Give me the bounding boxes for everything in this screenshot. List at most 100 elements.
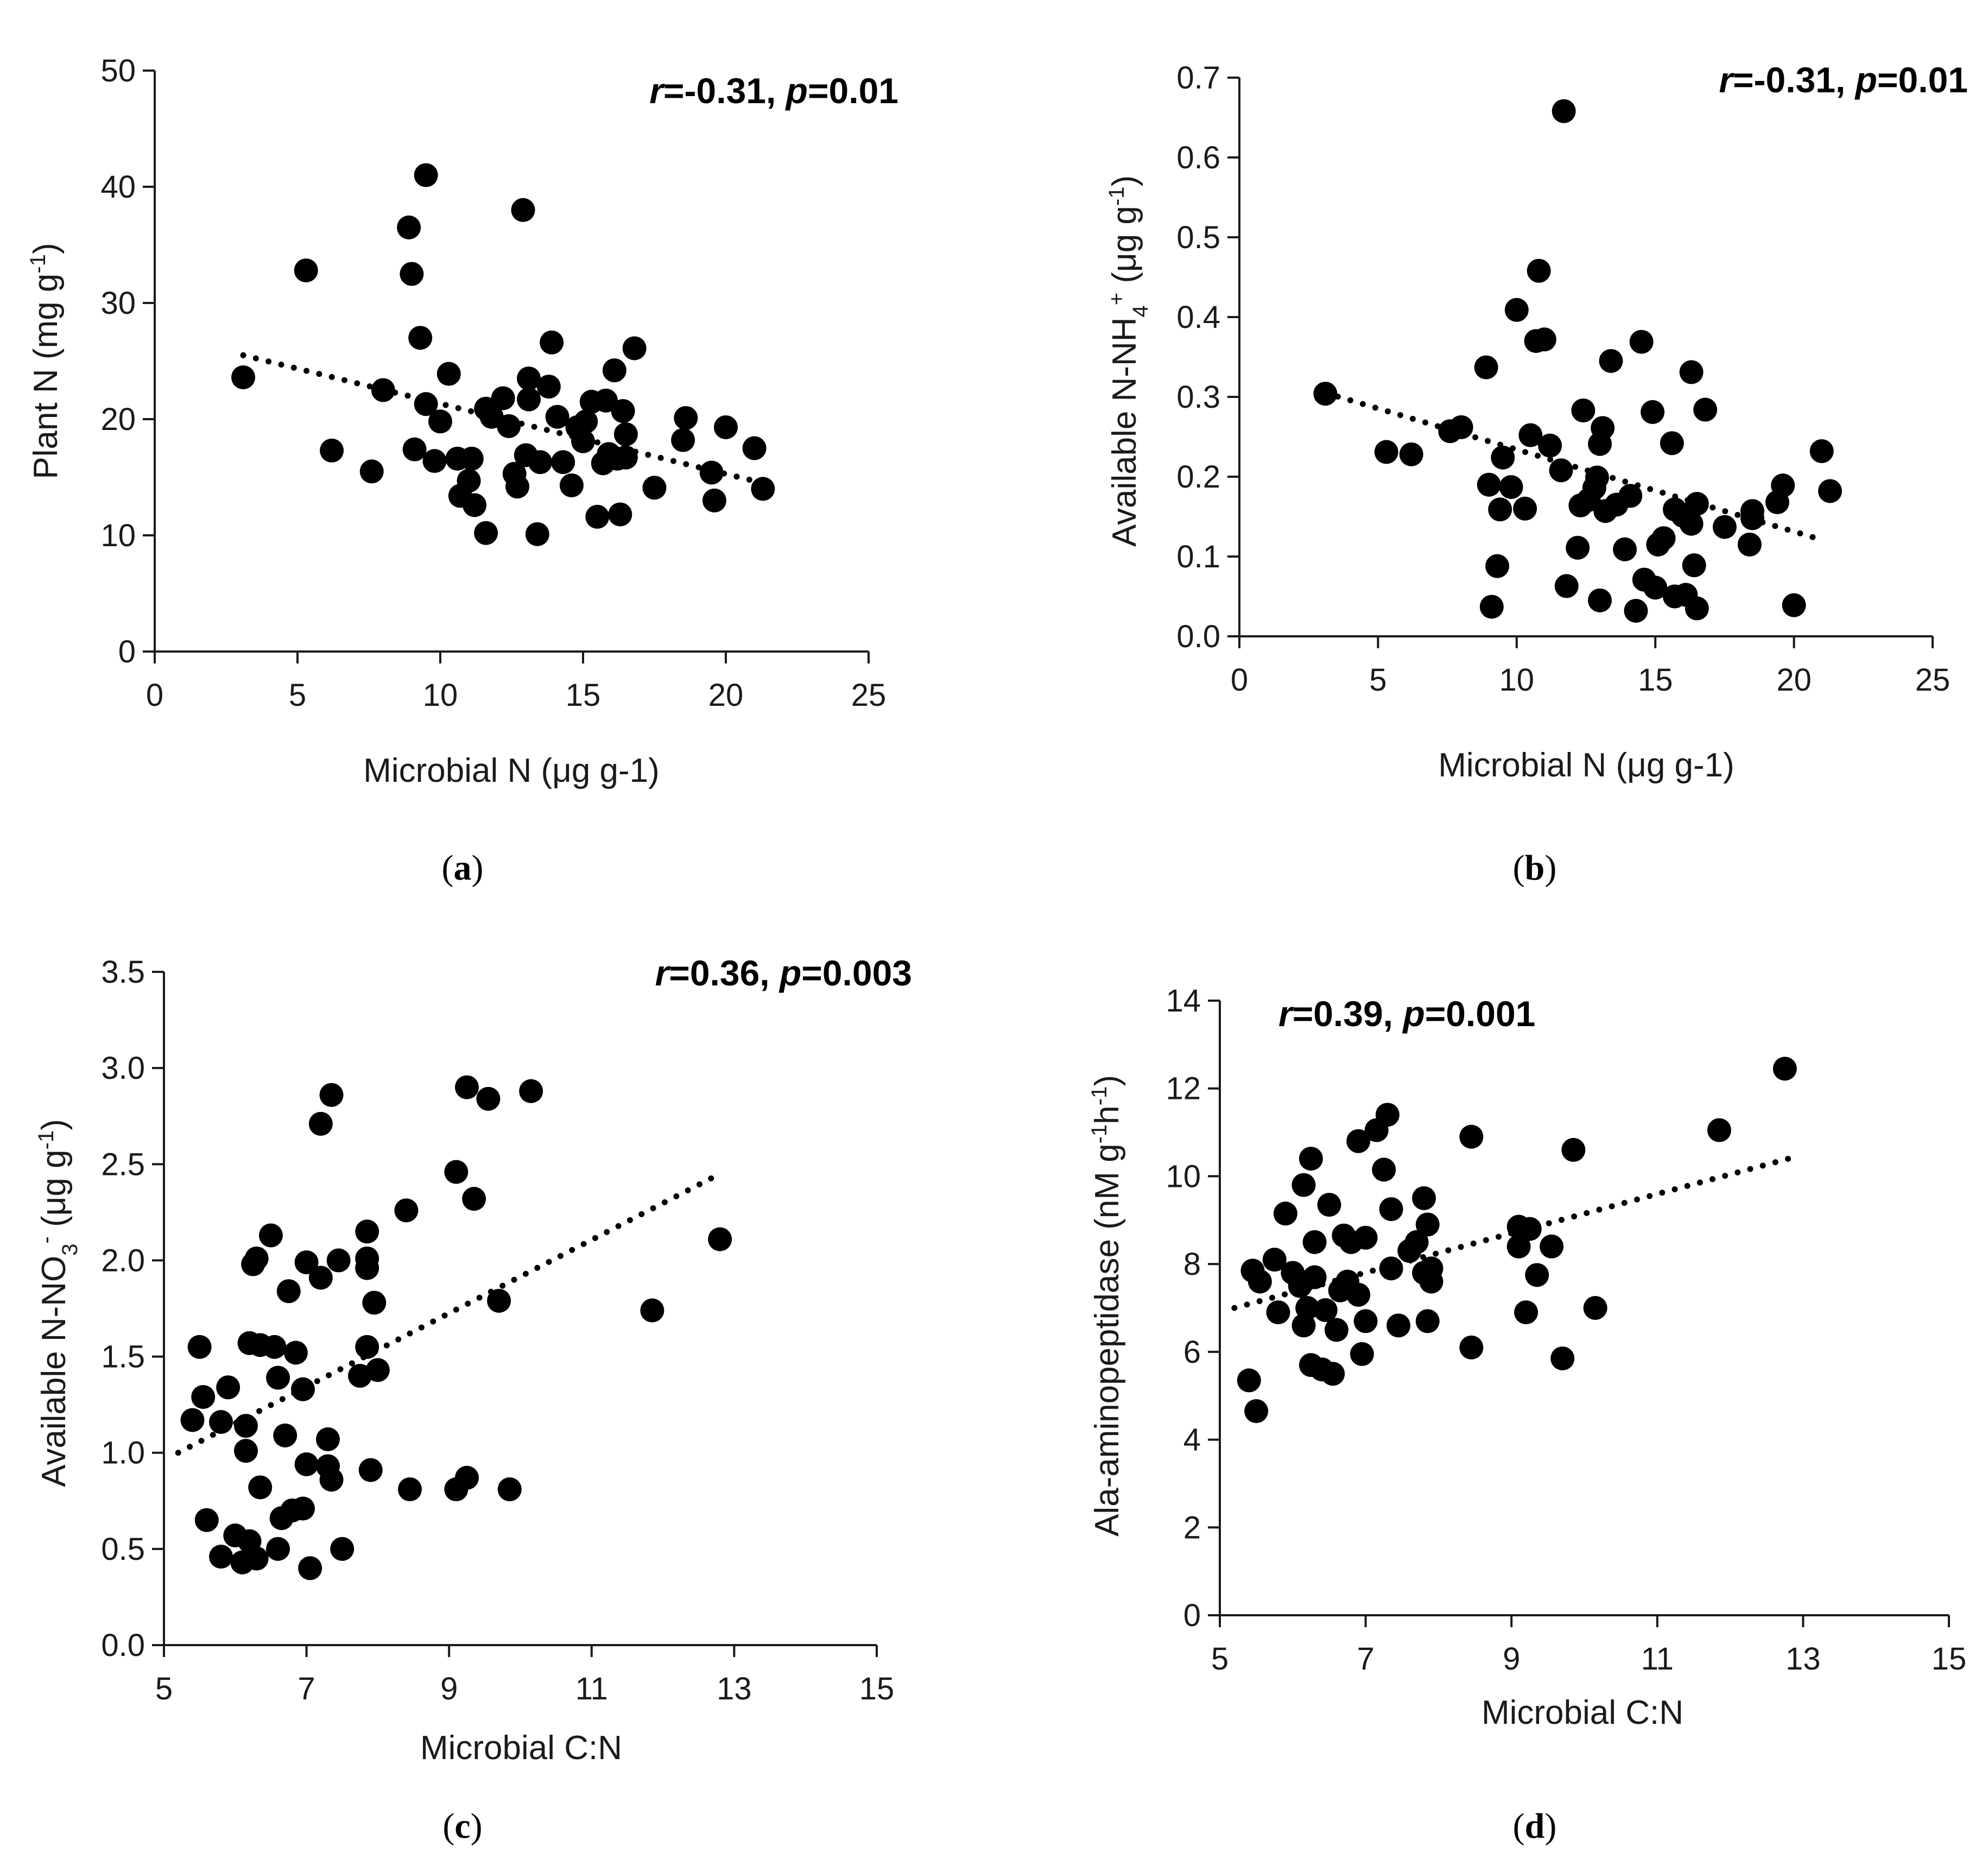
data-point — [319, 1468, 344, 1492]
data-point — [1712, 515, 1737, 539]
data-point — [613, 445, 638, 470]
data-point — [751, 477, 775, 501]
data-point — [1273, 1202, 1297, 1226]
data-point — [497, 1477, 522, 1502]
y-tick-label: 0.5 — [101, 1532, 145, 1567]
caption: (c) — [442, 1806, 482, 1846]
data-point — [273, 1423, 297, 1447]
y-tick-label: 10 — [100, 518, 136, 553]
data-point — [455, 1075, 479, 1099]
y-tick-label: 40 — [100, 169, 136, 205]
data-point — [231, 365, 256, 389]
data-point — [1404, 1230, 1429, 1254]
y-tick-label: 14 — [1166, 983, 1201, 1019]
data-point — [428, 409, 452, 434]
y-tick-label: 8 — [1183, 1247, 1201, 1282]
data-point — [574, 409, 598, 434]
data-point — [1540, 1234, 1564, 1259]
data-point — [294, 1250, 319, 1274]
y-tick-label: 3.0 — [101, 1051, 145, 1086]
data-point — [1350, 1342, 1374, 1366]
data-point — [1525, 1263, 1549, 1287]
data-point — [1599, 349, 1623, 373]
data-point — [191, 1384, 216, 1409]
data-point — [671, 428, 695, 452]
data-point — [536, 375, 561, 399]
data-point — [397, 215, 421, 239]
data-point — [400, 262, 424, 286]
x-tick-label: 15 — [859, 1671, 895, 1706]
data-point — [1379, 1197, 1403, 1222]
data-point — [540, 330, 564, 355]
data-point — [1693, 397, 1718, 422]
data-point — [209, 1545, 233, 1569]
data-point — [1317, 1192, 1341, 1217]
stat-label: r=0.36, p=0.003 — [655, 953, 912, 993]
data-point — [258, 1223, 283, 1248]
data-point — [1506, 1234, 1531, 1259]
y-tick-label: 20 — [100, 402, 136, 437]
caption: (d) — [1513, 1806, 1557, 1846]
panel-c: 0.0 0.5 1.0 1.5 2.0 2.5 3.0 3.5 5 7 9 11 13 15 r=0.3… — [34, 953, 912, 1846]
y-tick-label: 0.4 — [1176, 300, 1220, 335]
data-point — [1313, 1298, 1338, 1323]
x-tick-label: 7 — [1357, 1641, 1374, 1677]
data-point — [1477, 472, 1501, 497]
data-point — [1491, 445, 1515, 470]
data-point — [330, 1537, 354, 1561]
data-point — [1386, 1313, 1411, 1338]
data-point — [1459, 1335, 1484, 1360]
x-axis-title: Microbial N (μg g-1) — [363, 752, 660, 789]
data-point — [742, 436, 767, 460]
data-point — [1549, 458, 1573, 483]
data-point — [291, 1496, 315, 1521]
x-tick-label: 15 — [1638, 662, 1673, 698]
x-tick-label: 10 — [423, 678, 458, 713]
data-point — [505, 475, 530, 499]
data-point — [216, 1375, 240, 1400]
data-point — [1641, 400, 1665, 424]
data-point — [571, 429, 595, 453]
data-point — [545, 404, 569, 429]
stat-label: r=0.39, p=0.001 — [1278, 994, 1535, 1034]
data-point — [414, 392, 438, 416]
data-point — [1550, 1346, 1575, 1370]
x-tick-label: 11 — [1641, 1641, 1674, 1677]
scatter-points — [231, 163, 775, 546]
x-tick-label: 5 — [1211, 1641, 1229, 1677]
data-point — [1449, 415, 1473, 439]
y-tick-label: 2.0 — [101, 1243, 145, 1278]
data-point — [358, 1458, 383, 1482]
data-point — [1313, 382, 1338, 406]
data-point — [1302, 1230, 1327, 1254]
data-point — [1299, 1147, 1323, 1171]
data-point — [511, 198, 535, 222]
data-point — [1532, 327, 1556, 352]
data-point — [1566, 535, 1590, 560]
y-tick-label: 0.1 — [1176, 539, 1220, 574]
x-tick-label: 25 — [1915, 662, 1951, 698]
x-tick-label: 20 — [708, 678, 744, 713]
y-tick-label: 0.7 — [1176, 60, 1220, 96]
data-point — [262, 1335, 287, 1359]
data-point — [559, 473, 584, 497]
data-point — [1624, 598, 1648, 623]
data-point — [397, 1477, 422, 1502]
data-point — [362, 1291, 387, 1315]
x-tick-label: 25 — [851, 678, 887, 713]
y-ticks: 0 2 4 6 8 10 12 14 — [1166, 983, 1220, 1633]
data-point — [602, 358, 626, 383]
data-point — [1485, 554, 1510, 578]
data-point — [1818, 479, 1843, 503]
data-point — [1679, 511, 1704, 536]
data-point — [355, 1335, 379, 1359]
data-point — [1514, 1300, 1539, 1325]
y-tick-label: 10 — [1166, 1159, 1201, 1194]
data-point — [233, 1439, 258, 1463]
data-point — [294, 258, 318, 283]
data-point — [402, 437, 427, 461]
data-point — [1375, 1103, 1400, 1127]
data-point — [1513, 496, 1537, 521]
data-point — [1321, 1362, 1345, 1386]
x-tick-label: 11 — [575, 1671, 608, 1706]
